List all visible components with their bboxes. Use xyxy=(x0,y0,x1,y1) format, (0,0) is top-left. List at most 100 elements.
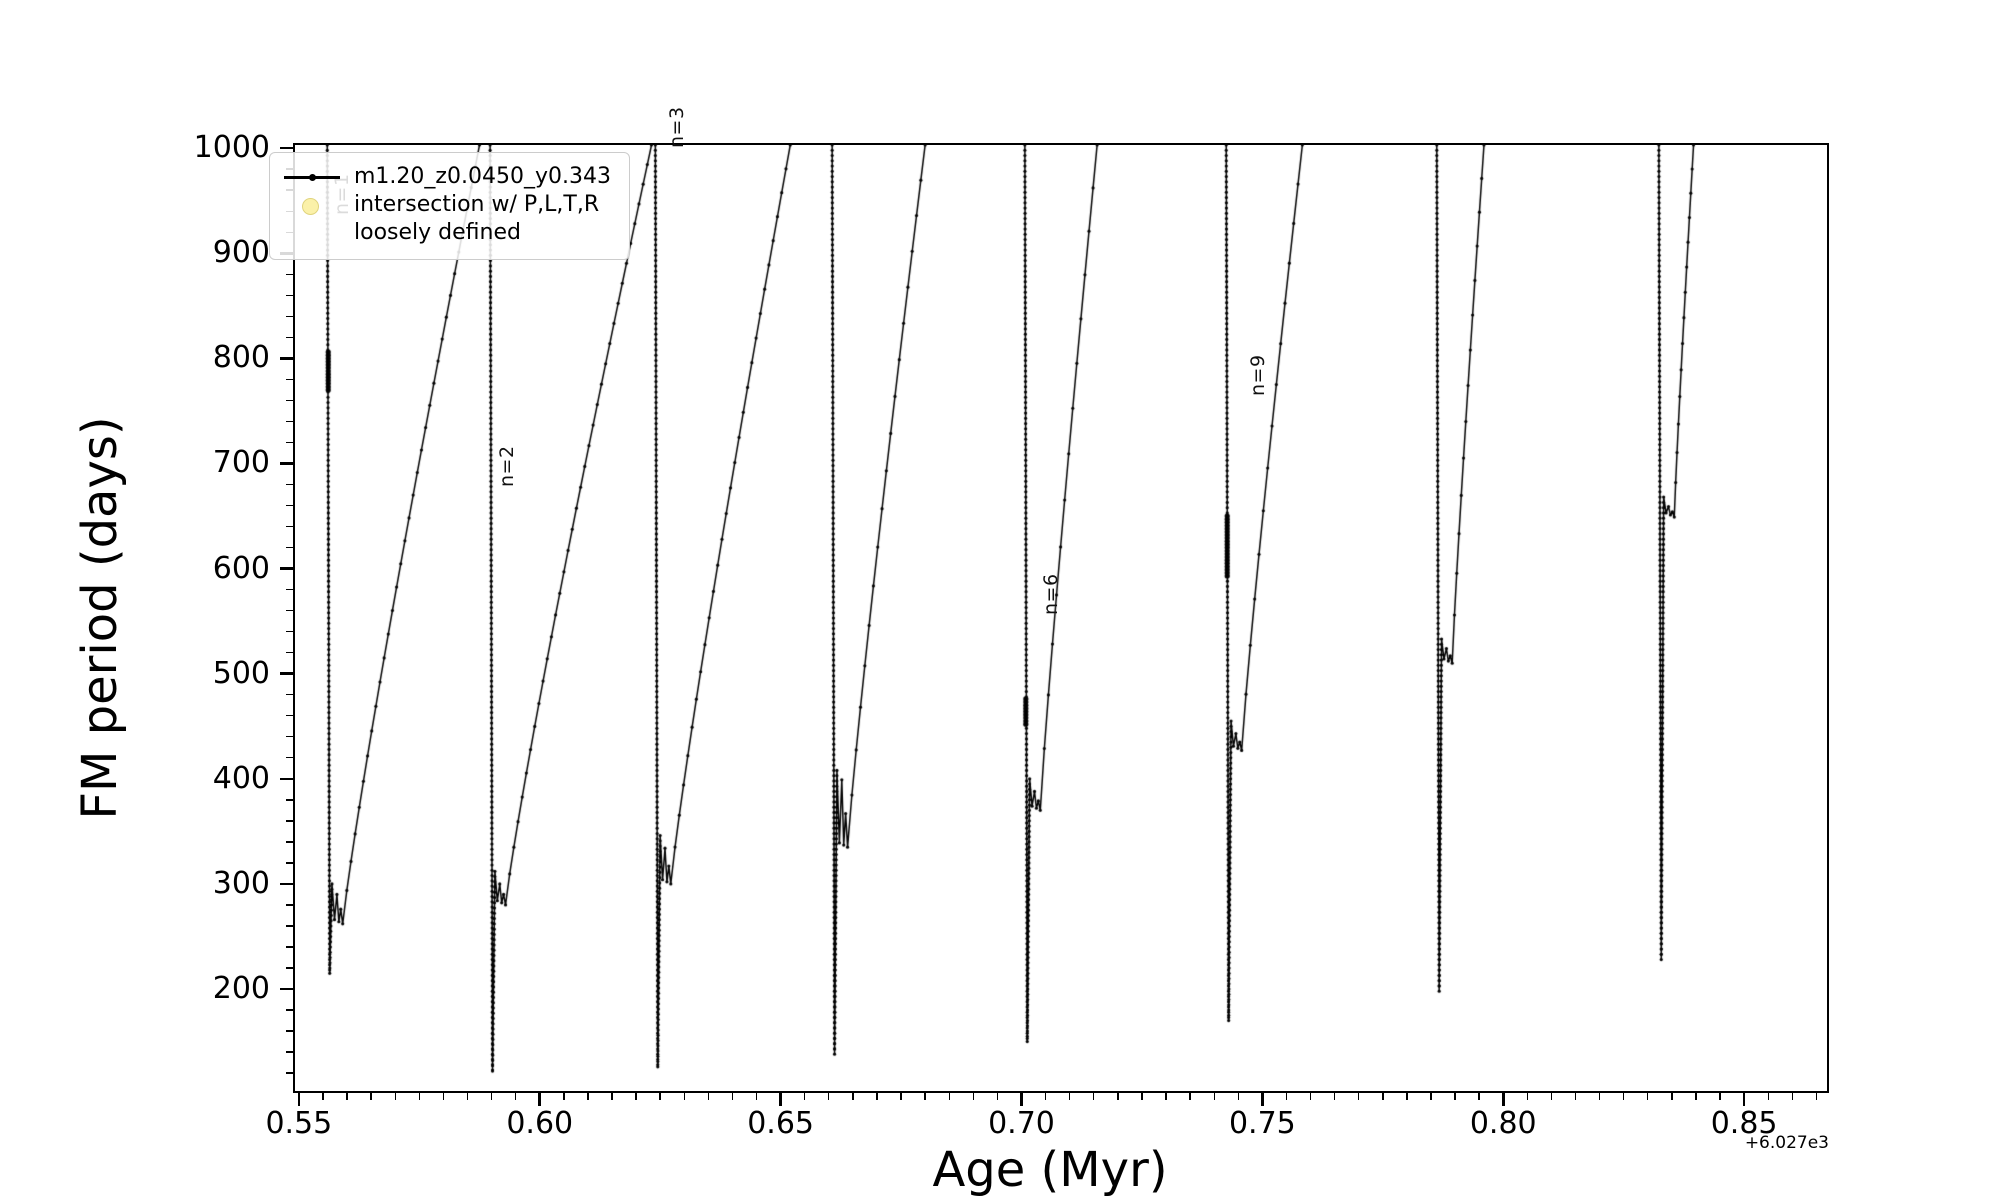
x-minor-tick xyxy=(972,1093,974,1100)
x-minor-tick xyxy=(1647,1093,1649,1100)
x-minor-tick xyxy=(490,1093,493,1100)
x-tick-label: 0.80 xyxy=(1469,1106,1537,1141)
y-minor-tick xyxy=(286,441,293,444)
y-minor-tick xyxy=(286,799,293,801)
series-label: m1.20_z0.0450_y0.343 xyxy=(354,164,611,189)
y-minor-tick xyxy=(286,736,293,738)
x-minor-tick xyxy=(707,1093,710,1100)
y-minor-tick xyxy=(286,1072,293,1074)
x-minor-tick xyxy=(1333,1093,1336,1100)
x-minor-tick xyxy=(1068,1093,1071,1100)
x-minor-tick xyxy=(1791,1093,1793,1100)
y-minor-tick xyxy=(286,399,293,402)
mode-annotation: n=6 xyxy=(1039,573,1062,615)
x-minor-tick xyxy=(394,1093,396,1100)
y-minor-tick xyxy=(286,967,293,969)
x-major-tick xyxy=(1020,1093,1023,1106)
y-minor-tick xyxy=(286,273,293,275)
y-minor-tick xyxy=(286,294,293,296)
x-tick-label: 0.75 xyxy=(1228,1106,1296,1141)
y-minor-tick xyxy=(286,925,293,927)
y-major-tick xyxy=(280,882,293,886)
x-minor-tick xyxy=(1478,1093,1480,1100)
intersection-label-line1: intersection w/ P,L,T,R xyxy=(354,192,600,217)
legend-dot-icon xyxy=(309,173,316,181)
x-minor-tick xyxy=(1285,1093,1288,1100)
x-minor-tick xyxy=(900,1093,902,1100)
y-major-tick xyxy=(280,146,293,150)
x-axis-offset-text: +6.027e3 xyxy=(1744,1133,1829,1153)
x-minor-tick xyxy=(1719,1093,1721,1100)
x-minor-tick xyxy=(755,1093,758,1100)
x-minor-tick xyxy=(1622,1093,1625,1100)
y-major-tick xyxy=(280,987,293,991)
series-line-marker-icon xyxy=(282,163,344,191)
chart-canvas xyxy=(295,145,1827,1091)
y-major-tick xyxy=(280,672,293,675)
y-tick-label: 700 xyxy=(212,445,270,481)
x-minor-tick xyxy=(1237,1093,1239,1100)
x-minor-tick xyxy=(1189,1093,1191,1100)
x-minor-tick xyxy=(996,1093,999,1100)
x-minor-tick xyxy=(635,1093,637,1100)
y-minor-tick xyxy=(286,1051,293,1053)
x-major-tick xyxy=(779,1093,782,1106)
y-tick-label: 1000 xyxy=(193,130,270,166)
x-minor-tick xyxy=(1574,1093,1577,1100)
y-minor-tick xyxy=(286,336,293,339)
y-minor-tick xyxy=(286,862,293,864)
x-tick-label: 0.55 xyxy=(265,1106,333,1141)
y-minor-tick xyxy=(286,609,293,612)
mode-annotation: n=3 xyxy=(666,106,689,149)
x-minor-tick xyxy=(1309,1093,1312,1100)
y-major-tick xyxy=(280,462,293,465)
y-major-tick xyxy=(280,777,293,781)
mode-annotation: n=9 xyxy=(1246,354,1269,397)
x-minor-tick xyxy=(466,1093,469,1100)
x-minor-tick xyxy=(1165,1093,1167,1100)
x-minor-tick xyxy=(563,1093,565,1100)
x-minor-tick xyxy=(924,1093,926,1100)
legend-row-series: m1.20_z0.0450_y0.343 xyxy=(282,163,611,191)
y-minor-tick xyxy=(286,1009,293,1011)
x-minor-tick xyxy=(1213,1093,1215,1100)
x-minor-tick xyxy=(1430,1093,1432,1100)
y-minor-tick xyxy=(286,904,293,906)
x-minor-tick xyxy=(804,1093,806,1100)
x-major-tick xyxy=(297,1093,301,1106)
y-minor-tick xyxy=(286,841,293,843)
y-tick-label: 800 xyxy=(212,340,270,376)
y-minor-tick xyxy=(286,694,293,696)
x-minor-tick xyxy=(1454,1093,1456,1100)
x-minor-tick xyxy=(1526,1093,1529,1100)
x-minor-tick xyxy=(1141,1093,1143,1100)
x-minor-tick xyxy=(1382,1093,1384,1100)
y-minor-tick xyxy=(286,757,293,759)
x-minor-tick xyxy=(418,1093,420,1100)
legend-row-intersection: intersection w/ P,L,T,R loosely defined xyxy=(282,191,611,247)
y-tick-label: 600 xyxy=(212,550,270,586)
intersection-label-line2: loosely defined xyxy=(354,220,521,245)
x-tick-label: 0.60 xyxy=(506,1106,574,1141)
y-axis-label: FM period (days) xyxy=(72,416,128,820)
x-minor-tick xyxy=(1117,1093,1119,1100)
x-axis-label: Age (Myr) xyxy=(932,1142,1168,1198)
y-minor-tick xyxy=(286,504,293,507)
x-tick-label: 0.85 xyxy=(1710,1106,1778,1141)
y-minor-tick xyxy=(286,820,293,822)
x-minor-tick xyxy=(1093,1093,1095,1100)
y-minor-tick xyxy=(286,378,293,381)
x-minor-tick xyxy=(1671,1093,1673,1100)
y-minor-tick xyxy=(286,715,293,717)
y-minor-tick xyxy=(286,1030,293,1032)
x-major-tick xyxy=(1502,1093,1505,1106)
x-minor-tick xyxy=(1044,1093,1047,1100)
y-minor-tick xyxy=(286,946,293,948)
x-major-tick xyxy=(1742,1093,1746,1106)
x-minor-tick xyxy=(1695,1093,1697,1100)
y-minor-tick xyxy=(286,630,293,633)
y-major-tick xyxy=(280,357,293,360)
intersection-marker-handle xyxy=(282,191,344,219)
y-minor-tick xyxy=(286,483,293,486)
